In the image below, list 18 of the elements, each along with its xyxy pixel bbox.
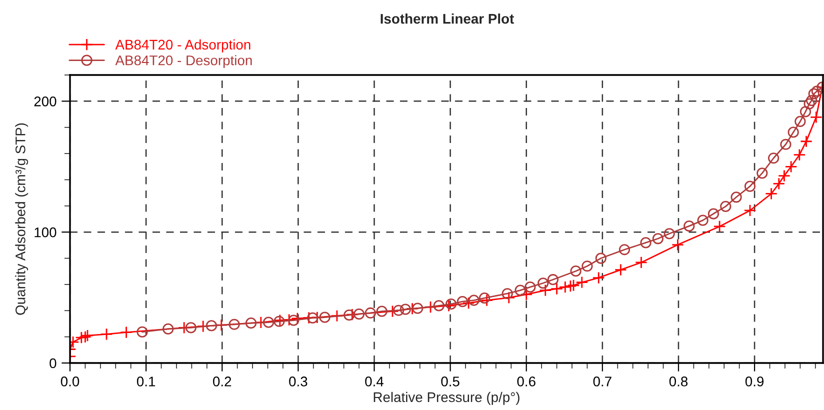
x-tick-label: 0.5	[441, 376, 460, 386]
x-tick-label: 0.9	[745, 376, 764, 386]
x-tick-label: 0.2	[213, 376, 232, 386]
x-tick-label: 0.4	[365, 376, 384, 386]
legend-label: AB84T20 - Desorption	[115, 55, 252, 68]
chart-title: Isotherm Linear Plot	[380, 14, 514, 24]
x-tick-label: 0.6	[517, 376, 536, 386]
x-tick-label: 0.8	[669, 376, 688, 386]
y-tick-label: 100	[34, 227, 56, 238]
y-tick-label: 0	[50, 358, 56, 368]
x-axis-title: Relative Pressure (p/p°)	[374, 392, 520, 405]
x-tick-label: 0.0	[60, 376, 80, 386]
x-tick-label: 0.3	[289, 376, 308, 386]
x-tick-label: 0.1	[136, 376, 156, 386]
legend-label: AB84T20 - Adsorption	[115, 39, 250, 52]
y-tick-label: 200	[34, 96, 56, 106]
x-tick-label: 0.7	[593, 376, 612, 386]
y-axis-title: Quantity Adsorbed (cm³/g STP)	[15, 123, 28, 315]
